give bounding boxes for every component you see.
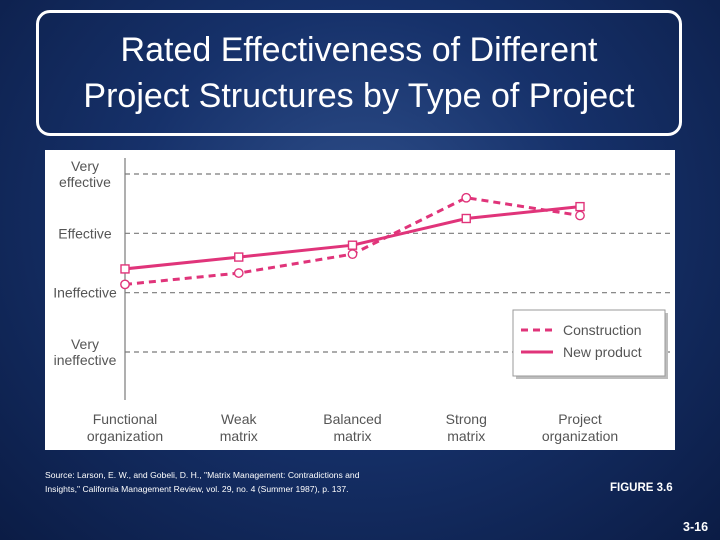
x-tick-label: Project organization — [542, 411, 618, 444]
title-box: Rated Effectiveness of Different Project… — [36, 10, 682, 136]
title-line-2: Project Structures by Type of Project — [83, 77, 635, 115]
y-tick-label: Effective — [58, 225, 112, 241]
legend-box — [512, 309, 666, 377]
data-point-square — [347, 240, 358, 250]
x-tick-label: Balanced matrix — [323, 411, 381, 444]
slide-title: Rated Effectiveness of Different Project… — [83, 27, 634, 119]
data-point-square — [120, 264, 130, 274]
x-tick-label: Weak matrix — [220, 411, 258, 444]
data-point-circle — [575, 210, 585, 221]
legend-label: New product — [563, 344, 642, 360]
data-point-square — [575, 201, 585, 212]
y-tick-label: Very effective — [59, 158, 111, 190]
x-tick-label: Functional organization — [87, 411, 163, 444]
series-line-new-product — [124, 205, 581, 271]
data-point-circle — [120, 279, 130, 290]
source-line-1: Source: Larson, E. W., and Gobeli, D. H.… — [45, 470, 360, 480]
page-number: 3-16 — [683, 520, 709, 534]
data-point-circle — [461, 192, 472, 203]
figure-label: FIGURE 3.6 — [610, 482, 673, 494]
legend-label: Construction — [563, 322, 642, 338]
source-citation: Source: Larson, E. W., and Gobeli, D. H.… — [45, 468, 445, 496]
y-tick-label: Ineffective — [53, 285, 117, 301]
data-point-square — [461, 213, 471, 224]
data-point-circle — [347, 249, 358, 260]
y-tick-label: Very ineffective — [54, 336, 117, 368]
x-tick-label: Strong matrix — [446, 411, 487, 444]
chart-panel: Very ineffective Ineffective Effective Very e… — [45, 150, 675, 450]
line-chart: Very ineffective Ineffective Effective Very e… — [53, 158, 670, 444]
title-line-1: Rated Effectiveness of Different — [120, 31, 598, 69]
data-point-square — [234, 252, 244, 262]
source-line-2: Insights," California Management Review,… — [45, 484, 349, 494]
data-point-circle — [233, 268, 244, 278]
